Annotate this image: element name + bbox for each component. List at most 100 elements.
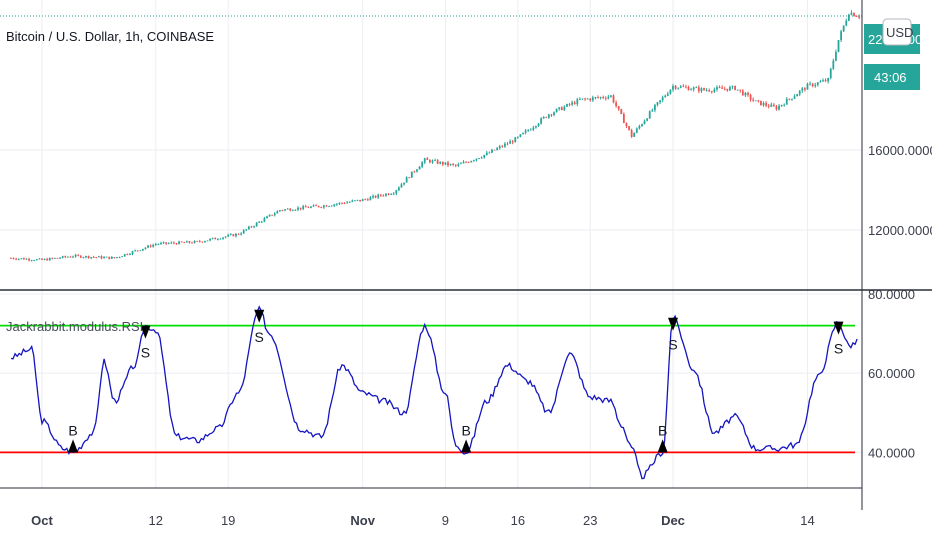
candle-body [255,222,258,227]
price-axis-labels[interactable]: 12000.0000 16000.0000 [868,143,932,238]
candle-body [516,136,519,138]
candle-body [749,94,752,100]
candle-body [514,137,517,143]
candle-body [43,258,46,260]
time-tick-label: 12 [149,513,163,528]
candle-body [359,199,361,202]
candle-body [736,89,739,91]
candle-body [377,194,380,198]
candle-body [568,103,571,105]
candle-body [625,123,628,127]
candle-body [723,88,726,90]
candle-body [281,210,284,211]
candle-body [431,160,434,163]
candle-body [635,128,638,133]
candle-body [563,106,566,111]
candle-body [160,242,162,245]
rsi-pane[interactable]: B S S B B S S [0,305,858,480]
price-pane[interactable] [0,10,862,262]
candle-body [35,259,38,261]
candle-body [457,164,460,166]
candle-body [803,88,806,90]
candle-body [465,161,468,163]
candle-body [154,244,157,245]
candle-body [294,209,297,211]
candle-body [721,87,724,89]
time-axis-labels[interactable]: Oct 12 19 Nov 9 16 23 Dec 14 [31,513,815,528]
rsi-axis-labels[interactable]: 40.0000 60.0000 80.0000 [868,287,915,460]
candle-body [529,129,532,131]
candle-body [330,205,333,207]
candle-body [229,234,232,236]
candle-body [351,200,354,202]
candle-body [692,87,695,90]
candle-body [69,256,72,258]
candle-body [397,187,400,191]
candle-body [253,226,255,227]
candle-body [672,85,674,90]
candle-body [240,233,243,235]
candle-body [829,68,832,79]
candle-body [328,206,330,207]
candle-body [405,177,408,183]
candle-body [581,98,584,100]
candle-body [594,97,597,98]
time-tick-label: Oct [31,513,53,528]
candle-body [201,241,204,243]
candle-body [273,213,276,216]
candle-body [824,80,827,82]
candle-body [297,207,299,210]
candle-body [17,258,20,260]
candle-body [436,160,439,164]
price-tick-label: 16000.0000 [868,143,932,158]
candle-body [204,241,206,243]
candle-body [527,130,530,131]
candle-body [276,211,279,214]
buy-arrow-icon [461,439,472,453]
candle-body [183,242,186,244]
candle-body [346,202,349,204]
candle-body [418,166,421,170]
candle-body [144,247,147,249]
candle-body [579,99,581,101]
candle-body [374,195,377,198]
candle-body [441,161,444,165]
candle-body [320,207,323,208]
candle-body [30,260,33,262]
candle-body [175,243,178,245]
candle-body [643,120,646,125]
candle-body [586,98,589,100]
candle-body [630,129,633,137]
candle-body [653,104,656,111]
candle-body [74,254,77,257]
candle-body [705,90,708,91]
time-tick-label: 14 [800,513,814,528]
signal-markers: B S S B B S S [68,309,844,453]
candle-body [25,258,28,260]
candle-body [390,194,393,195]
candle-body [452,164,455,165]
candle-body [271,214,274,216]
candle-body [547,114,550,118]
candle-body [439,161,442,164]
candle-body [498,146,501,149]
candle-body [429,159,431,163]
candle-body [157,244,160,245]
candle-body [291,210,294,212]
candle-body [845,20,848,26]
candle-body [744,92,747,96]
candle-body [118,256,121,258]
candle-body [100,256,103,259]
sell-signal-label: S [141,345,150,361]
rsi-tick-label: 60.0000 [868,366,915,381]
candle-body [447,162,449,166]
candle-body [59,257,62,259]
candle-body [54,257,56,259]
sell-signal-label: S [668,337,677,353]
candle-body [162,242,165,244]
candle-body [674,85,677,89]
candle-body [361,199,364,202]
currency-button[interactable] [882,18,912,46]
candle-body [149,245,152,247]
candle-body [467,162,470,163]
